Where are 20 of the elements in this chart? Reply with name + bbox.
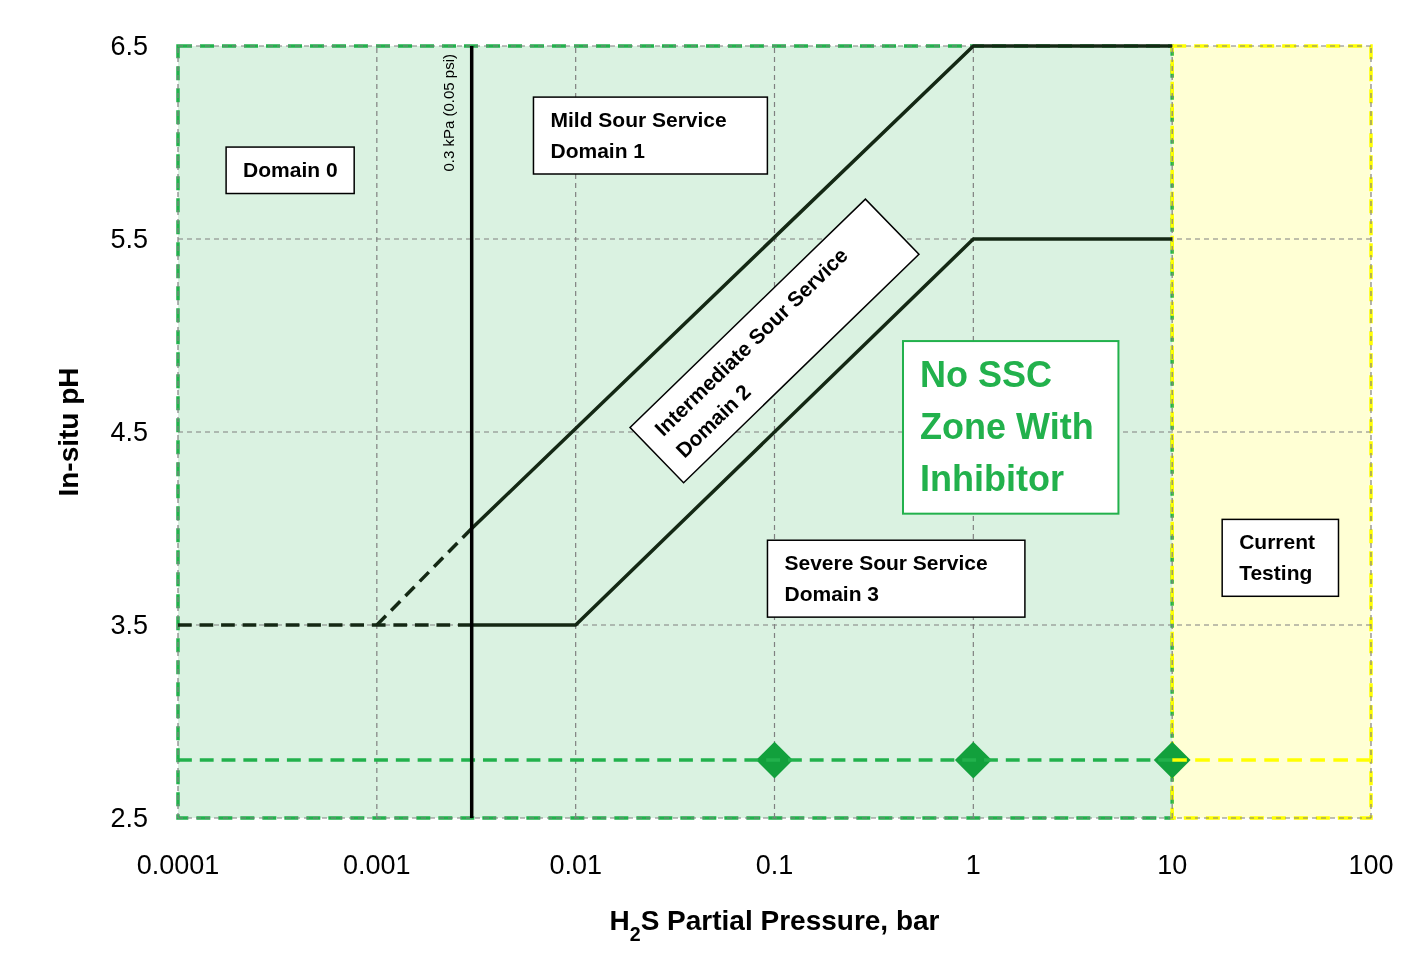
y-axis-title: In-situ pH	[53, 367, 84, 497]
x-tick-label: 10	[1157, 850, 1188, 880]
annotation: Severe Sour Service Domain 3	[784, 551, 988, 605]
ref-line-label: 0.3 kPa (0.05 psi)	[439, 54, 457, 172]
y-tick-label: 2.5	[110, 803, 148, 834]
x-tick-label: 0.001	[343, 850, 411, 880]
y-tick-label: 6.5	[110, 31, 148, 62]
x-tick-label: 1	[965, 850, 981, 880]
x-axis-title: H$_{2}$S Partial Pressure, bar	[609, 905, 940, 945]
annotation: Current Testing	[1239, 530, 1316, 584]
annotation: No SSC Zone With Inhibitor	[919, 353, 1094, 500]
x-tick-label: 0.1	[755, 850, 794, 880]
x-tick-label: 0.01	[549, 850, 602, 880]
annotation: Mild Sour Service Domain 1	[550, 108, 727, 162]
y-tick-label: 4.5	[110, 417, 148, 448]
x-tick-label: 100	[1348, 850, 1394, 880]
annotation: Domain 0	[243, 158, 338, 182]
x-tick-label: 0.0001	[136, 850, 220, 880]
y-tick-label: 3.5	[110, 610, 148, 641]
y-tick-label: 5.5	[110, 224, 148, 255]
